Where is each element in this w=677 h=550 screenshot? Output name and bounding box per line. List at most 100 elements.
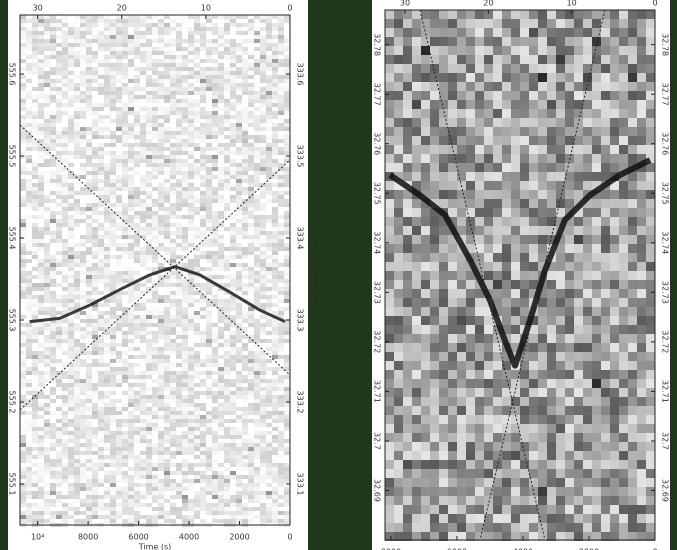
noise-cell [224,407,230,411]
noise-cell [236,347,242,351]
noise-cell [158,355,164,359]
noise-cell [38,159,44,163]
noise-cell [74,499,80,503]
noise-cell [200,395,206,399]
noise-cell [92,103,98,107]
noise-cell [146,227,152,231]
noise-cell [68,443,74,447]
noise-cell [158,383,164,387]
noise-cell [122,135,128,139]
noise-cell [212,503,218,507]
noise-cell [116,283,122,287]
noise-cell [218,215,224,219]
noise-cell [242,159,248,163]
noise-cell [194,367,200,371]
noise-cell [200,303,206,307]
noise-cell [242,263,248,267]
noise-cell [152,407,158,411]
noise-cell [164,79,170,83]
noise-cell [92,491,98,495]
noise-cell [110,471,116,475]
noise-cell [26,499,32,503]
noise-cell [80,363,86,367]
noise-cell [32,347,38,351]
noise-cell [170,391,176,395]
noise-cell [50,247,56,251]
noise-cell [188,443,194,447]
noise-cell [224,479,230,483]
noise-cell [110,139,116,143]
noise-cell [104,443,110,447]
noise-cell [206,115,212,119]
noise-cell [68,423,74,427]
noise-cell [98,67,104,71]
noise-cell [230,415,236,419]
noise-cell [116,35,122,39]
noise-cell [170,331,176,335]
noise-cell [164,111,170,115]
noise-cell [182,207,188,211]
noise-cell [134,99,140,103]
noise-cell [170,303,176,307]
noise-cell [74,23,80,27]
noise-cell [20,127,26,131]
noise-cell [218,515,224,519]
noise-cell [242,219,248,223]
noise-cell [80,323,86,327]
noise-cell [128,359,134,363]
noise-cell [32,255,38,259]
noise-cell [74,167,80,171]
noise-cell [32,203,38,207]
noise-cell [158,99,164,103]
noise-cell [104,507,110,511]
noise-cell [248,315,254,319]
noise-cell [158,63,164,67]
noise-cell [134,487,140,491]
noise-cell [242,351,248,355]
noise-cell [182,79,188,83]
noise-cell [74,411,80,415]
noise-cell [158,411,164,415]
noise-cell [122,139,128,143]
noise-cell [50,403,56,407]
noise-cell [134,335,140,339]
noise-cell [248,511,254,515]
noise-cell [44,467,50,471]
noise-cell [74,479,80,483]
noise-cell [140,79,146,83]
noise-cell [176,83,182,87]
noise-cell [176,219,182,223]
noise-cell [140,403,146,407]
noise-cell [98,411,104,415]
noise-cell [242,175,248,179]
noise-cell [200,379,206,383]
noise-cell [104,503,110,507]
noise-cell [206,51,212,55]
noise-cell [104,359,110,363]
noise-cell [242,331,248,335]
noise-cell [194,231,200,235]
noise-cell [218,511,224,515]
noise-cell [194,207,200,211]
noise-cell [20,151,26,155]
noise-cell [74,391,80,395]
noise-cell [98,231,104,235]
noise-cell [206,99,212,103]
noise-cell [146,359,152,363]
noise-cell [152,511,158,515]
noise-cell [80,187,86,191]
noise-cell [188,407,194,411]
noise-cell [122,383,128,387]
noise-cell [224,455,230,459]
noise-cell [62,143,68,147]
noise-cell [62,359,68,363]
noise-cell [176,411,182,415]
noise-cell [218,167,224,171]
noise-cell [110,235,116,239]
noise-cell [110,143,116,147]
noise-cell [200,359,206,363]
noise-cell [176,15,182,19]
noise-cell [242,271,248,275]
noise-cell [236,211,242,215]
noise-cell [98,391,104,395]
